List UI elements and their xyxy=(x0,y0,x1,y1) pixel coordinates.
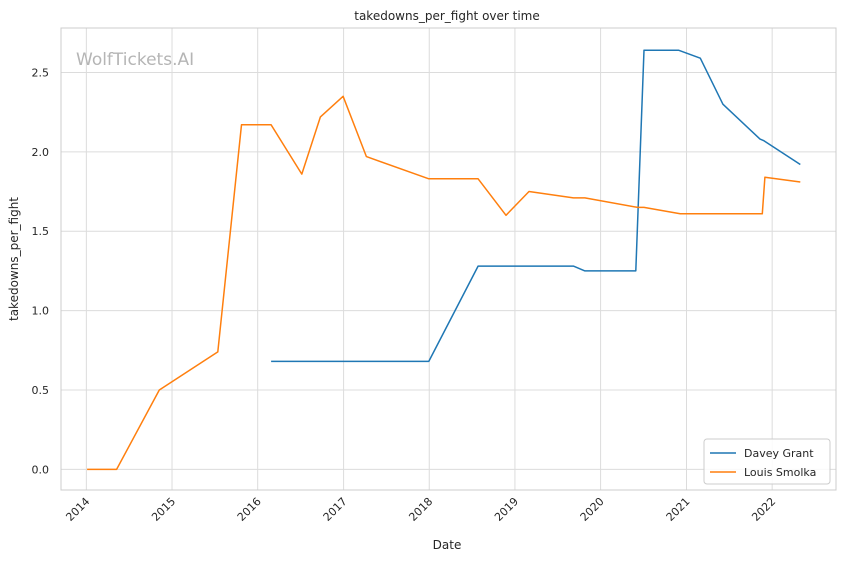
y-tick-label: 2.5 xyxy=(32,66,50,79)
y-tick-label: 1.0 xyxy=(32,305,50,318)
legend: Davey Grant Louis Smolka xyxy=(703,438,831,485)
y-tick-label: 2.0 xyxy=(32,146,50,159)
series-line-davey-grant xyxy=(271,49,801,363)
legend-label-louis-smolka: Louis Smolka xyxy=(744,466,816,479)
series-line-louis-smolka xyxy=(87,95,801,471)
x-tick-label: 2016 xyxy=(235,495,264,524)
x-tick-label: 2021 xyxy=(664,495,693,524)
y-tick-label: 1.5 xyxy=(32,225,50,238)
chart-title: takedowns_per_fight over time xyxy=(354,9,540,23)
x-tick-labels: 2014 2015 2016 2017 2018 2019 2020 2021 2022 xyxy=(63,495,778,524)
plot-background xyxy=(61,28,836,490)
plot-frame xyxy=(60,27,837,491)
x-tick-label: 2017 xyxy=(321,495,350,524)
legend-label-davey-grant: Davey Grant xyxy=(744,447,814,460)
y-tick-label: 0.5 xyxy=(32,384,50,397)
y-tick-label: 0.0 xyxy=(32,463,50,476)
y-tick-labels: 0.0 0.5 1.0 1.5 2.0 2.5 xyxy=(32,66,50,476)
watermark: WolfTickets.AI xyxy=(76,50,194,70)
x-tick-label: 2014 xyxy=(63,495,92,524)
x-axis-label: Date xyxy=(433,538,462,552)
x-tick-label: 2018 xyxy=(406,495,435,524)
x-tick-label: 2022 xyxy=(749,495,778,524)
x-tick-label: 2015 xyxy=(149,495,178,524)
series-lines xyxy=(87,49,801,471)
y-axis-label: takedowns_per_fight xyxy=(7,197,21,321)
x-tick-label: 2019 xyxy=(492,495,521,524)
x-tick-label: 2020 xyxy=(578,495,607,524)
